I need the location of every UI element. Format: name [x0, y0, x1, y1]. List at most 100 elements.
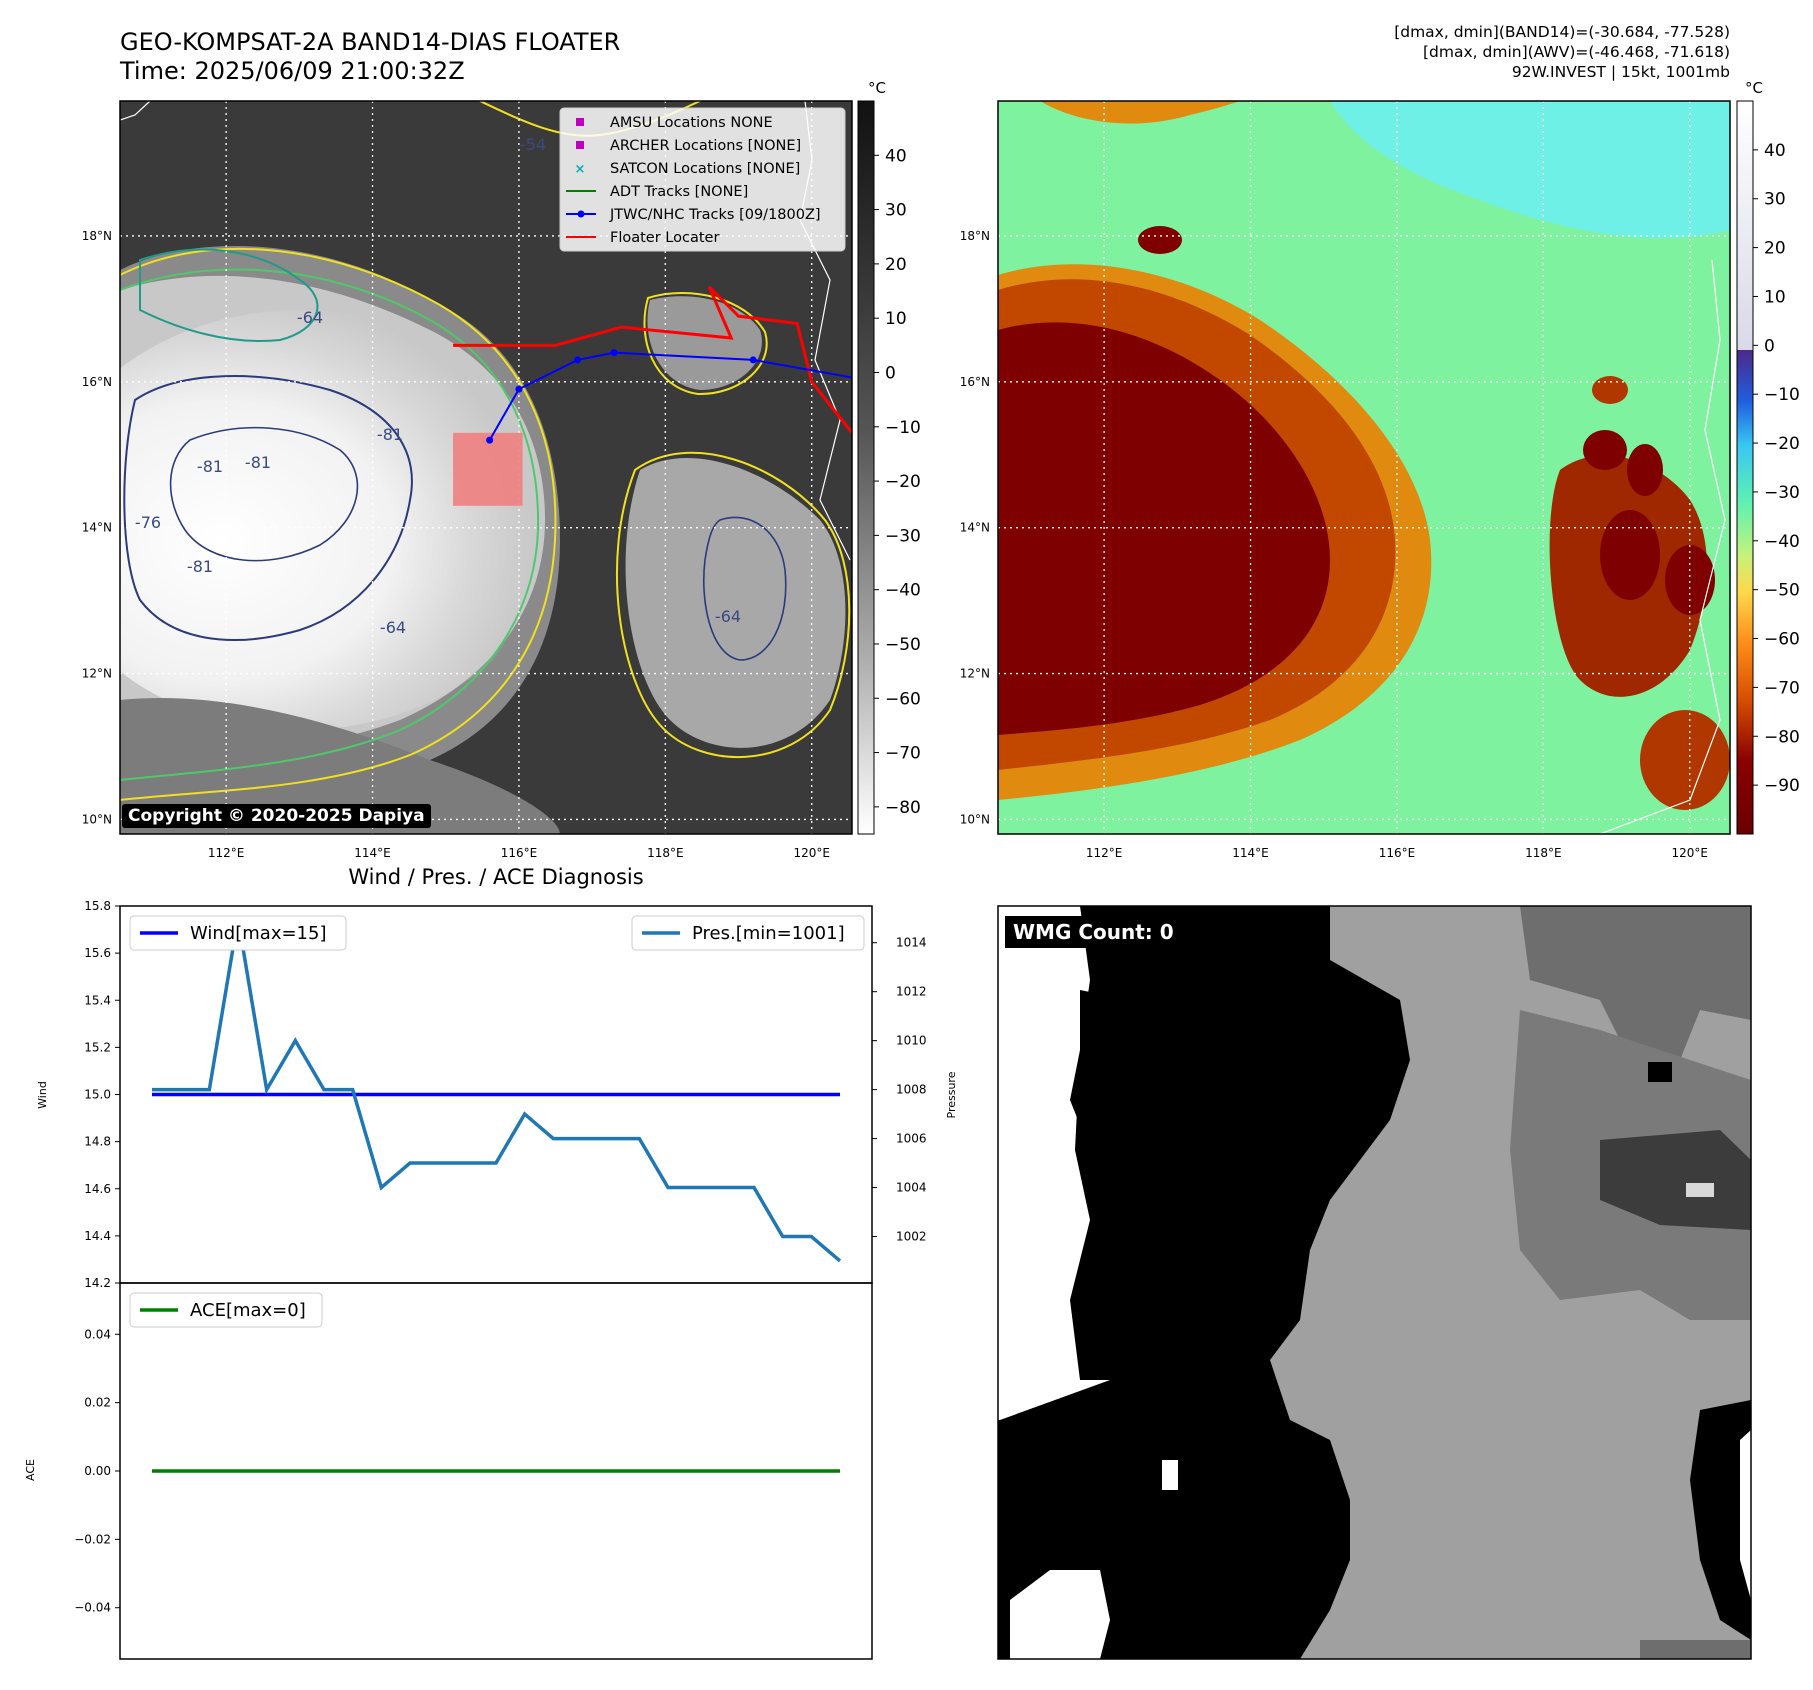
lat-tick-label: 16°N [82, 375, 112, 389]
colorbar-tick-label: −70 [1764, 678, 1800, 698]
ace-ytick-label: −0.04 [74, 1601, 111, 1615]
pressure-ytick-label: 1008 [896, 1083, 927, 1097]
awv-colorbar [1736, 100, 1754, 835]
awv-coastline [1599, 259, 1726, 834]
contour-label: -76 [135, 513, 161, 532]
legend-marker-x: × [575, 162, 586, 177]
awv-blob-6 [1592, 376, 1628, 404]
legend-marker-square [576, 141, 584, 149]
awv-blob-7 [1640, 710, 1730, 810]
ace-ytick-label: −0.02 [74, 1532, 111, 1546]
lat-tick-label: 18°N [960, 229, 990, 243]
awv-frame [997, 100, 1731, 835]
lat-tick-label: 14°N [82, 521, 112, 535]
wmg-small-white [1162, 1460, 1178, 1490]
contour-label: -81 [187, 557, 213, 576]
lon-tick-label: 116°E [1379, 846, 1416, 860]
wind-ytick-label: 15.2 [84, 1040, 111, 1054]
legend-box [559, 107, 846, 252]
lon-tick-label: 114°E [354, 846, 391, 860]
ir-panel: -81 -81 -76 -81 -64 -64 -54 -64 -81 AMSU Locatio… [82, 79, 921, 860]
wind-ytick-label: 14.8 [84, 1135, 111, 1149]
colorbar-tick-label: 20 [1764, 239, 1786, 259]
pressure-series-line [152, 917, 842, 1263]
colorbar-tick-label: 40 [885, 146, 907, 166]
pressure-ytick-label: 1006 [896, 1132, 927, 1146]
colorbar-tick-label: 0 [885, 363, 896, 383]
colorbar-tick-label: −80 [885, 798, 921, 818]
lon-tick-label: 112°E [1086, 846, 1123, 860]
lat-tick-label: 16°N [960, 375, 990, 389]
contour-navy-inner [169, 426, 359, 562]
legend-label: Floater Locater [610, 230, 719, 246]
contour-east-yellow [615, 451, 851, 759]
awv-blob-2 [1627, 444, 1663, 496]
pressure-legend-label: Pres.[min=1001] [692, 923, 845, 944]
ir-cloud-core [120, 310, 560, 730]
legend-label: AMSU Locations NONE [610, 115, 773, 131]
copyright-badge: Copyright © 2020-2025 Dapiya [122, 804, 431, 828]
wmg-darker-east [1600, 1130, 1751, 1230]
colorbar-tick-label: 40 [1764, 141, 1786, 161]
wind-axis-label: Wind [36, 1081, 49, 1109]
wmg-light-cell [1686, 1183, 1714, 1197]
awv-blob-4 [1665, 545, 1715, 615]
contour-label: -64 [380, 618, 406, 637]
legend-label: ADT Tracks [NONE] [610, 184, 748, 200]
wind-ytick-label: 14.6 [84, 1182, 111, 1196]
coastline-west [120, 101, 151, 121]
jtwc-track-point [610, 349, 618, 357]
colorbar-tick-label: −20 [885, 472, 921, 492]
contour-label: -64 [715, 607, 741, 626]
jtwc-track-point [515, 385, 523, 393]
contour-yellow [120, 247, 557, 801]
colorbar-tick-label: −30 [1764, 483, 1800, 503]
diag-title: Wind / Pres. / ACE Diagnosis [348, 865, 643, 889]
colorbar-tick-label: −30 [885, 526, 921, 546]
awv-colorbar-unit: °C [1745, 79, 1763, 97]
pressure-legend: Pres.[min=1001] [631, 915, 865, 951]
ir-cloud-east [625, 458, 846, 748]
colorbar-tick-label: 30 [1764, 190, 1786, 210]
contour-label: -81 [197, 457, 223, 476]
lon-tick-label: 118°E [647, 846, 684, 860]
colorbar-tick-label: −20 [1764, 434, 1800, 454]
contour-teal [139, 248, 319, 342]
figure-title: GEO-KOMPSAT-2A BAND14-DIAS FLOATER Time:… [120, 28, 620, 86]
ir-cloud-south [120, 698, 560, 834]
ir-cloud-ne [647, 296, 762, 390]
ir-colorbar [857, 100, 875, 835]
wind-ytick-label: 15.8 [84, 899, 111, 913]
wmg-black-west [1070, 990, 1150, 1380]
ace-legend-label: ACE[max=0] [190, 1300, 306, 1321]
lon-tick-label: 116°E [501, 846, 538, 860]
jtwc-track-point [486, 436, 494, 444]
floater-locater-track [453, 285, 852, 434]
colorbar-tick-label: −50 [885, 635, 921, 655]
contour-label: -54 [520, 135, 546, 154]
wmg-panel [997, 905, 1752, 1660]
wind-ytick-label: 14.4 [84, 1229, 111, 1243]
lat-tick-label: 12°N [82, 667, 112, 681]
wind-ytick-label: 15.4 [84, 993, 111, 1007]
colorbar-tick-label: −60 [1764, 630, 1800, 650]
stats-block: [dmax, dmin](BAND14)=(-30.684, -77.528) … [1394, 22, 1730, 82]
pressure-axis-label: Pressure [945, 1071, 958, 1118]
legend-label: SATCON Locations [NONE] [610, 161, 800, 177]
stats-awv: [dmax, dmin](AWV)=(-46.468, -71.618) [1423, 43, 1730, 61]
title-line-2: Time: 2025/06/09 21:00:32Z [120, 57, 465, 85]
awv-blob-5 [1138, 226, 1182, 254]
colorbar-tick-label: −40 [1764, 532, 1800, 552]
stats-storm: 92W.INVEST | 15kt, 1001mb [1511, 63, 1730, 81]
ace-legend: ACE[max=0] [129, 1292, 323, 1328]
pressure-ytick-label: 1004 [896, 1181, 927, 1195]
wmg-dark-northeast [1520, 906, 1751, 1060]
awv-blob-3 [1600, 510, 1660, 600]
awv-moist-north [1330, 101, 1730, 239]
lat-tick-label: 12°N [960, 667, 990, 681]
pressure-ytick-label: 1010 [896, 1034, 927, 1048]
lon-tick-label: 112°E [208, 846, 245, 860]
lon-tick-label: 118°E [1525, 846, 1562, 860]
legend-label: ARCHER Locations [NONE] [610, 138, 801, 154]
